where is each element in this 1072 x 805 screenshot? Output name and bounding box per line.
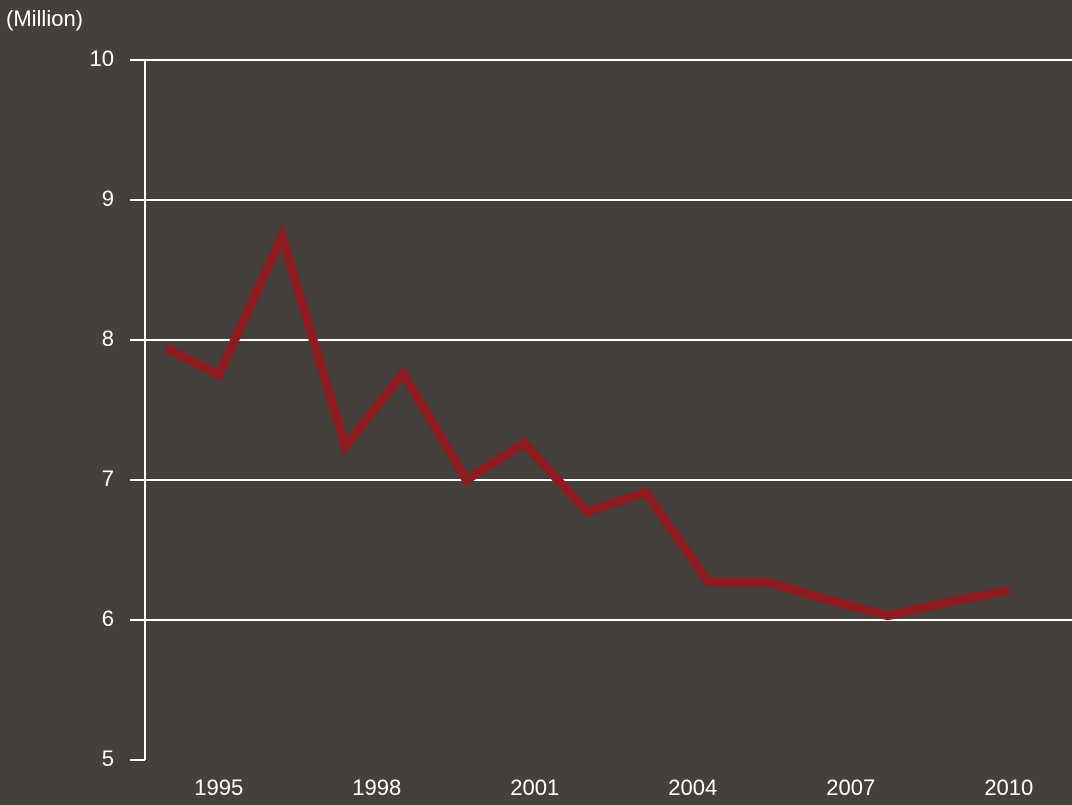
y-tick-label: 8: [102, 326, 114, 351]
x-tick-label: 1998: [352, 775, 401, 800]
x-tick-label: 2010: [984, 775, 1033, 800]
y-tick-label: 7: [102, 466, 114, 491]
x-tick-label: 2007: [826, 775, 875, 800]
y-axis-label: (Million): [6, 6, 83, 31]
y-tick-label: 5: [102, 746, 114, 771]
y-tick-label: 10: [90, 46, 114, 71]
y-tick-label: 9: [102, 186, 114, 211]
x-tick-label: 2001: [510, 775, 559, 800]
y-tick-label: 6: [102, 606, 114, 631]
x-tick-label: 1995: [194, 775, 243, 800]
x-tick-label: 2004: [668, 775, 717, 800]
data-line: [164, 223, 1010, 621]
